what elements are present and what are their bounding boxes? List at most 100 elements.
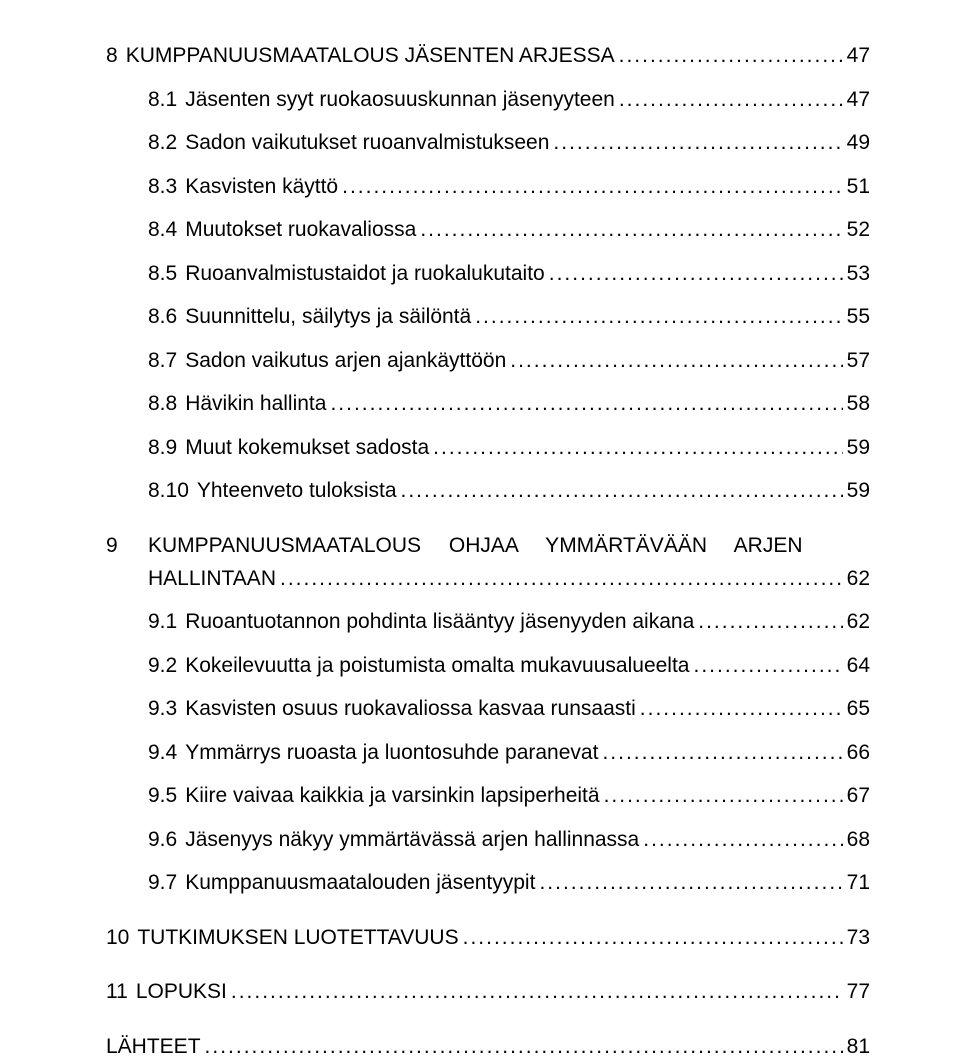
toc-leader-dots: [276, 563, 843, 596]
toc-subsection-number: 9.7: [148, 867, 185, 900]
toc-chapter-title-part: KUMPPANUUSMAATALOUS OHJAA YMMÄRTÄVÄÄN AR…: [148, 530, 870, 563]
toc-subsection-line: 8.8Hävikin hallinta58: [106, 388, 870, 421]
toc-subsection-page: 59: [843, 432, 870, 465]
toc-subsection-number: 8.6: [148, 301, 185, 334]
toc-subsection-title: Ruoanvalmistustaidot ja ruokalukutaito: [185, 258, 545, 291]
toc-subsection-line: 9.3Kasvisten osuus ruokavaliossa kasvaa …: [106, 693, 870, 726]
toc-subsection-title: Suunnittelu, säilytys ja säilöntä: [185, 301, 471, 334]
toc-subsection-number: 8.4: [148, 214, 185, 247]
toc-subsection-number: 9.5: [148, 780, 185, 813]
toc-subsection-line: 8.5Ruoanvalmistustaidot ja ruokalukutait…: [106, 258, 870, 291]
toc-chapter-line: 11LOPUKSI 77: [106, 976, 870, 1009]
toc-leader-dots: [201, 1031, 843, 1064]
toc-chapter-page: 47: [843, 40, 870, 73]
toc-leader-dots: [459, 922, 843, 955]
toc-subsection-number: 9.1: [148, 606, 185, 639]
toc-subsection-title: Yhteenveto tuloksista: [197, 475, 397, 508]
toc-subsection-number: 9.2: [148, 650, 185, 683]
toc-leader-dots: [600, 780, 843, 813]
toc-subsection-title: Ruoantuotannon pohdinta lisääntyy jäseny…: [185, 606, 694, 639]
toc-backmatter-page: 81: [843, 1031, 870, 1064]
toc-leader-dots: [615, 40, 843, 73]
toc-subsection-number: 9.3: [148, 693, 185, 726]
toc-leader-dots: [535, 867, 842, 900]
toc-leader-dots: [545, 258, 843, 291]
toc-leader-dots: [615, 84, 843, 117]
toc-subsection-page: 57: [843, 345, 870, 378]
toc-subsection-number: 8.10: [148, 475, 197, 508]
toc-chapter-number: 9: [106, 530, 148, 563]
toc-chapter-page: 73: [843, 922, 870, 955]
toc-leader-dots: [639, 824, 842, 857]
toc-subsection-page: 59: [843, 475, 870, 508]
toc-subsection-line: 8.6Suunnittelu, säilytys ja säilöntä 55: [106, 301, 870, 334]
toc-subsection-page: 66: [843, 737, 870, 770]
toc-subsection-page: 62: [843, 606, 870, 639]
toc-subsection-number: 8.8: [148, 388, 185, 421]
toc-leader-dots: [636, 693, 843, 726]
toc-section: LÄHTEET 81: [106, 1031, 870, 1064]
toc-chapter-number: 10: [106, 922, 137, 955]
toc-subsection-title: Kasvisten käyttö: [185, 171, 338, 204]
toc-leader-dots: [694, 606, 842, 639]
toc-chapter-title-line1: 9KUMPPANUUSMAATALOUS OHJAA YMMÄRTÄVÄÄN A…: [106, 530, 870, 563]
toc-subsection-title: Jäsenten syyt ruokaosuuskunnan jäsenyyte…: [185, 84, 615, 117]
toc-subsection-page: 47: [843, 84, 870, 117]
toc-subsection-number: 8.1: [148, 84, 185, 117]
toc-section: 11LOPUKSI 77: [106, 976, 870, 1009]
toc-subsection-line: 9.7Kumppanuusmaatalouden jäsentyypit 71: [106, 867, 870, 900]
toc-subsection-title: Hävikin hallinta: [185, 388, 326, 421]
toc-subsection-number: 8.2: [148, 127, 185, 160]
toc-leader-dots: [471, 301, 842, 334]
toc-subsection-page: 64: [843, 650, 870, 683]
toc-subsection-title: Sadon vaikutukset ruoanvalmistukseen: [185, 127, 549, 160]
toc-leader-dots: [689, 650, 842, 683]
toc-subsection-page: 55: [843, 301, 870, 334]
toc-chapter-page: 77: [843, 976, 870, 1009]
toc-subsection-line: 9.4Ymmärrys ruoasta ja luontosuhde paran…: [106, 737, 870, 770]
toc-chapter-title-part: HALLINTAAN: [148, 563, 276, 596]
toc-subsection-title: Kasvisten osuus ruokavaliossa kasvaa run…: [185, 693, 636, 726]
toc-subsection-title: Sadon vaikutus arjen ajankäyttöön: [185, 345, 506, 378]
toc-leader-dots: [326, 388, 842, 421]
toc-leader-dots: [598, 737, 842, 770]
toc-subsection-line: 9.6Jäsenyys näkyy ymmärtävässä arjen hal…: [106, 824, 870, 857]
toc-subsection-line: 8.7Sadon vaikutus arjen ajankäyttöön57: [106, 345, 870, 378]
toc-chapter-title: LOPUKSI: [136, 976, 227, 1009]
toc-backmatter-line: LÄHTEET 81: [106, 1031, 870, 1064]
toc-subsection-line: 8.9Muut kokemukset sadosta59: [106, 432, 870, 465]
toc-chapter-number: 11: [106, 976, 136, 1009]
toc-backmatter-title: LÄHTEET: [106, 1031, 201, 1064]
toc-chapter-line: 8KUMPPANUUSMAATALOUS JÄSENTEN ARJESSA 47: [106, 40, 870, 73]
toc-chapter-title: KUMPPANUUSMAATALOUS JÄSENTEN ARJESSA: [126, 40, 615, 73]
toc-chapter-line: 10TUTKIMUKSEN LUOTETTAVUUS 73: [106, 922, 870, 955]
toc-leader-dots: [506, 345, 842, 378]
toc-subsection-number: 8.9: [148, 432, 185, 465]
toc-section: 9KUMPPANUUSMAATALOUS OHJAA YMMÄRTÄVÄÄN A…: [106, 530, 870, 900]
toc-subsection-line: 8.3Kasvisten käyttö51: [106, 171, 870, 204]
toc-subsection-page: 68: [843, 824, 870, 857]
toc-subsection-title: Kiire vaivaa kaikkia ja varsinkin lapsip…: [185, 780, 599, 813]
toc-leader-dots: [549, 127, 842, 160]
toc-chapter-page: 62: [843, 563, 870, 596]
toc-subsection-number: 9.6: [148, 824, 185, 857]
toc-subsection-page: 49: [843, 127, 870, 160]
toc-subsection-page: 67: [843, 780, 870, 813]
toc-subsection-title: Kumppanuusmaatalouden jäsentyypit: [185, 867, 535, 900]
toc-leader-dots: [416, 214, 842, 247]
toc-subsection-line: 9.1Ruoantuotannon pohdinta lisääntyy jäs…: [106, 606, 870, 639]
toc-subsection-page: 52: [843, 214, 870, 247]
toc-chapter-title: TUTKIMUKSEN LUOTETTAVUUS: [137, 922, 458, 955]
toc-chapter-number: 8: [106, 40, 126, 73]
toc-leader-dots: [227, 976, 843, 1009]
toc-subsection-title: Ymmärrys ruoasta ja luontosuhde paraneva…: [185, 737, 598, 770]
table-of-contents: 8KUMPPANUUSMAATALOUS JÄSENTEN ARJESSA478…: [106, 40, 870, 1064]
toc-subsection-title: Jäsenyys näkyy ymmärtävässä arjen hallin…: [185, 824, 639, 857]
toc-subsection-page: 71: [843, 867, 870, 900]
toc-subsection-line: 8.4Muutokset ruokavaliossa52: [106, 214, 870, 247]
toc-subsection-title: Kokeilevuutta ja poistumista omalta muka…: [185, 650, 689, 683]
toc-subsection-line: 8.1Jäsenten syyt ruokaosuuskunnan jäseny…: [106, 84, 870, 117]
toc-subsection-page: 53: [843, 258, 870, 291]
toc-subsection-line: 8.10Yhteenveto tuloksista 59: [106, 475, 870, 508]
toc-subsection-number: 8.3: [148, 171, 185, 204]
